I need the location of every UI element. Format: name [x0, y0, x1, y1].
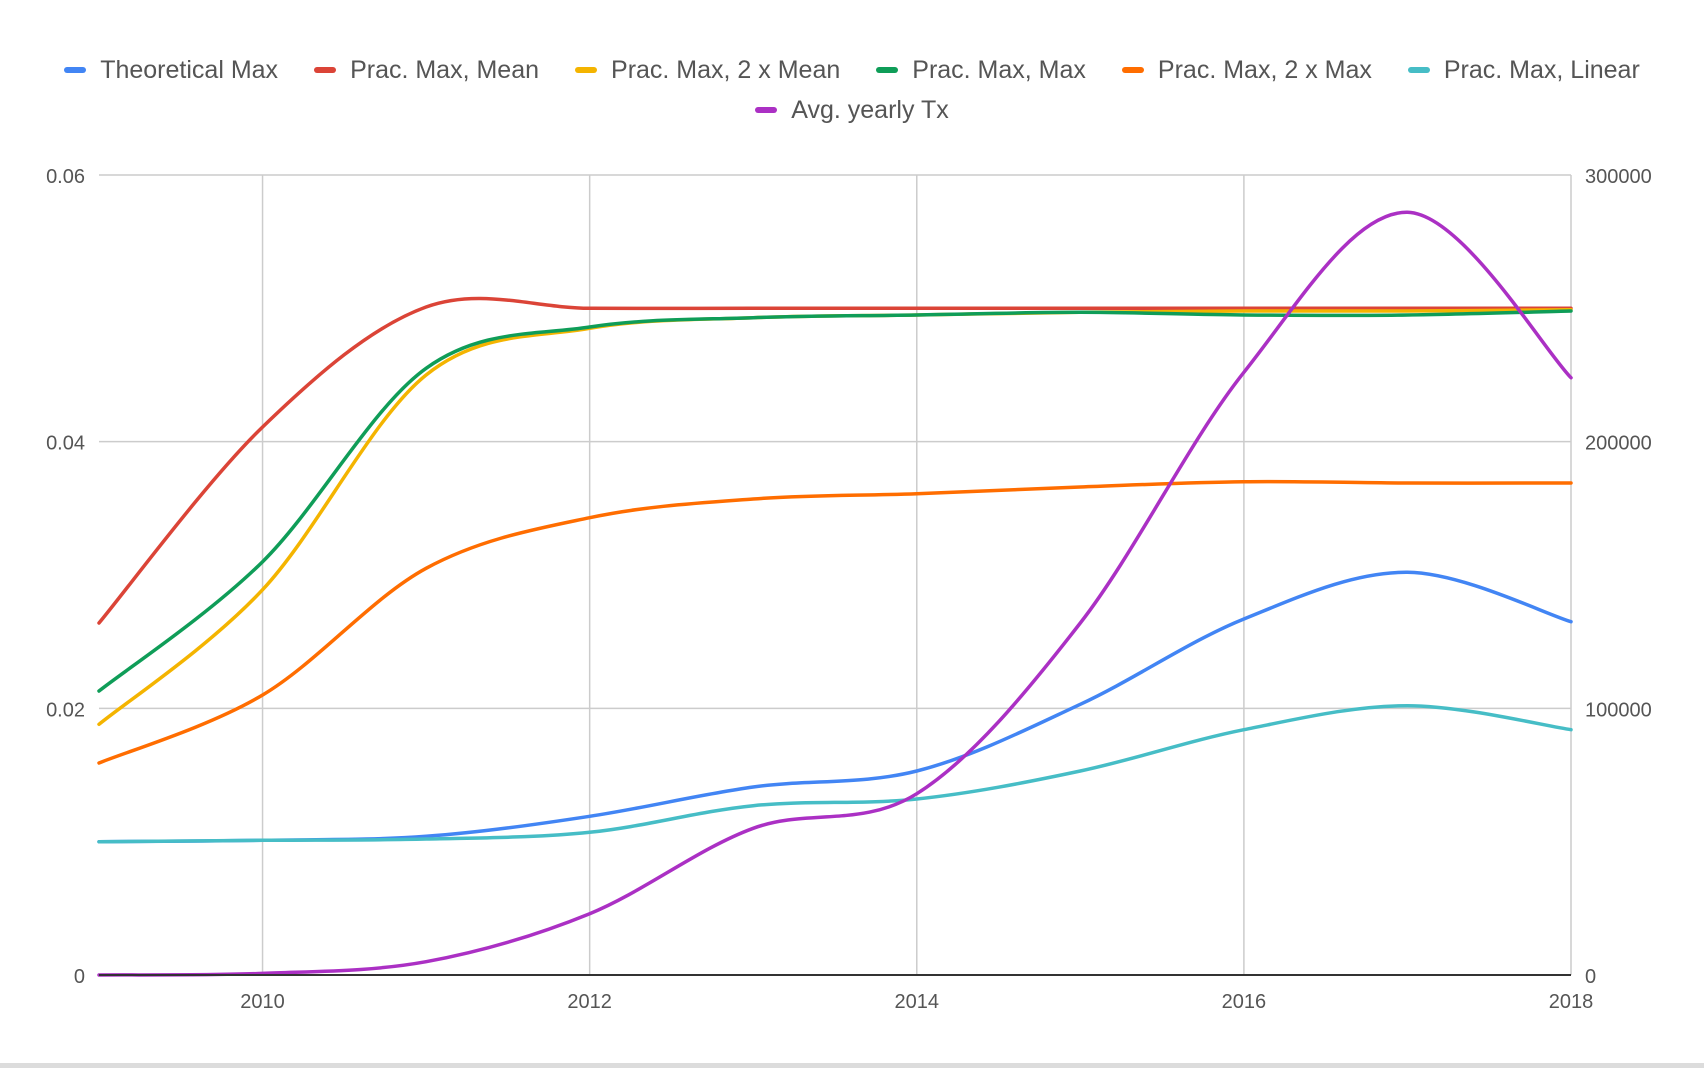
y2-tick-label: 200000	[1585, 433, 1652, 455]
legend-label: Prac. Max, 2 x Max	[1157, 55, 1372, 84]
legend-item-prac-max-mean: Prac. Max, Mean	[314, 56, 539, 85]
legend-item-prac-max-linear: Prac. Max, Linear	[1407, 55, 1640, 85]
bottom-divider	[0, 1063, 1704, 1068]
legend-swatch-icon	[1121, 67, 1144, 73]
legend-item-prac-max-max: Prac. Max, Max	[876, 56, 1086, 85]
series-line-prac-max-linear	[97, 703, 1573, 844]
legend-label: Avg. yearly Tx	[791, 95, 949, 124]
series-line-prac-max-mean	[97, 296, 1573, 625]
series-lines	[97, 210, 1573, 977]
y2-tick-label: 0	[1585, 966, 1596, 988]
legend-swatch-icon	[314, 67, 337, 73]
legend-row-1: Theoretical Max Prac. Max, Mean Prac. Ma…	[0, 50, 1704, 90]
legend-swatch-icon	[876, 67, 899, 73]
legend-swatch-icon	[64, 67, 87, 73]
legend-label: Theoretical Max	[100, 55, 279, 84]
x-tick-label: 2014	[895, 991, 940, 1013]
legend-item-prac-max-2x-max: Prac. Max, 2 x Max	[1121, 55, 1372, 85]
x-tick-label: 2012	[567, 991, 612, 1013]
legend-row-2: Avg. yearly Tx	[0, 90, 1704, 130]
series-line-prac-max-2-x-mean	[97, 307, 1573, 727]
legend-swatch-icon	[575, 67, 598, 73]
y-tick-label: 0	[74, 966, 85, 988]
legend-swatch-icon	[1407, 67, 1430, 73]
legend: Theoretical Max Prac. Max, Mean Prac. Ma…	[0, 50, 1704, 130]
x-tick-label: 2010	[240, 991, 285, 1013]
series-line-prac-max-2-x-max	[97, 479, 1573, 765]
legend-item-theoretical-max: Theoretical Max	[64, 56, 278, 85]
y2-tick-label: 100000	[1585, 699, 1652, 721]
y-tick-label: 0.06	[46, 166, 85, 188]
legend-label: Prac. Max, 2 x Mean	[611, 55, 841, 84]
y-tick-label: 0.04	[46, 433, 85, 455]
legend-label: Prac. Max, Linear	[1443, 55, 1640, 84]
x-tick-label: 2018	[1549, 991, 1594, 1013]
legend-label: Prac. Max, Mean	[350, 55, 540, 84]
legend-swatch-icon	[755, 107, 778, 113]
y-tick-label: 0.02	[46, 699, 85, 721]
legend-label: Prac. Max, Max	[912, 55, 1086, 84]
gridlines	[99, 174, 1572, 975]
x-tick-label: 2016	[1222, 991, 1267, 1013]
legend-item-avg-yearly-tx: Avg. yearly Tx	[755, 95, 949, 125]
legend-item-prac-max-2x-mean: Prac. Max, 2 x Mean	[575, 56, 840, 85]
series-line-prac-max-max	[97, 309, 1573, 693]
tick-labels: 0 0.02 0.04 0.06 0 100000 200000 300000 2010 2012…	[46, 166, 1652, 1013]
y2-tick-label: 300000	[1585, 166, 1652, 188]
series-line-avg-yearly-tx	[97, 210, 1573, 977]
